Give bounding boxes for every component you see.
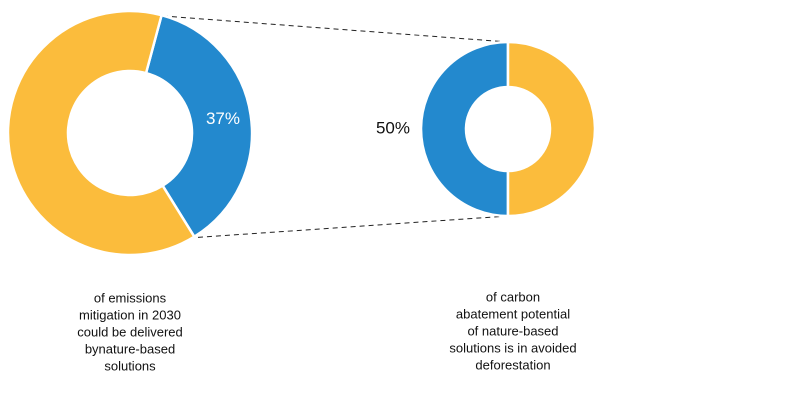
caption-line: abatement potential: [456, 306, 570, 321]
caption-line: deforestation: [475, 357, 550, 372]
value-label: 37%: [206, 109, 240, 128]
caption-line: of nature-based: [467, 323, 558, 338]
donut-segment: [506, 40, 597, 218]
value-label: 50%: [376, 118, 410, 137]
caption-line: solutions: [104, 358, 156, 373]
connector-line: [188, 215, 509, 239]
caption-line: could be delivered: [77, 324, 183, 339]
caption-line: of carbon: [486, 289, 540, 304]
connector-line: [162, 15, 509, 43]
donut-segment: [144, 13, 254, 239]
caption-line: bynature-based: [85, 341, 175, 356]
donut-segment: [6, 9, 197, 257]
donut-segment: [419, 40, 510, 218]
caption-line: mitigation in 2030: [79, 307, 181, 322]
caption-line: solutions is in avoided: [449, 340, 576, 355]
caption-line: of emissions: [94, 290, 167, 305]
